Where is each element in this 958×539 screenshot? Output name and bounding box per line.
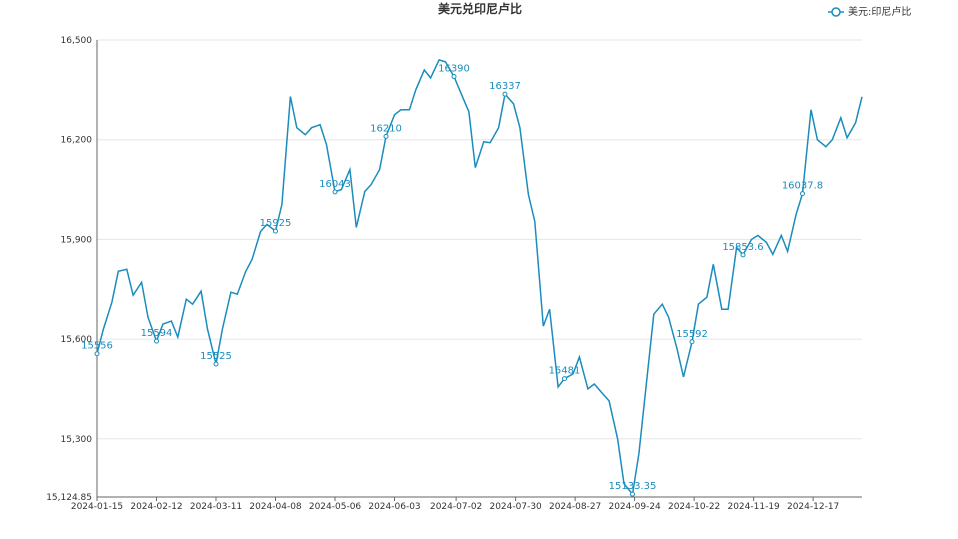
legend-marker (831, 7, 841, 17)
x-tick-label: 2024-09-24 (608, 502, 661, 512)
point-marker (562, 376, 567, 382)
x-tick-label: 2024-03-11 (190, 502, 242, 512)
data-label: 16043 (319, 179, 351, 190)
x-tick-label: 2024-10-22 (668, 502, 720, 512)
series-line (96, 58, 863, 496)
data-label: 15481 (549, 366, 581, 377)
y-tick-label: 15,900 (61, 235, 93, 245)
point-marker (213, 361, 219, 367)
x-tick-label: 2024-01-15 (71, 502, 123, 512)
data-label: 15853.6 (722, 242, 763, 253)
x-tick-label: 2024-11-19 (727, 502, 780, 512)
y-tick-label: 15,124.85 (46, 493, 92, 503)
data-label: 16210 (370, 123, 402, 134)
data-label: 16037.8 (782, 181, 823, 192)
x-tick-label: 2024-04-08 (249, 502, 302, 512)
x-tick-label: 2024-07-30 (489, 502, 542, 512)
y-tick-label: 15,300 (61, 435, 93, 445)
point-marker (383, 133, 389, 139)
y-tick-label: 15,600 (61, 335, 93, 345)
data-label: 15594 (141, 328, 173, 339)
point-marker (502, 91, 508, 97)
data-label: 15592 (676, 329, 708, 340)
x-tick-label: 2024-02-12 (130, 502, 182, 512)
data-label: 16390 (438, 64, 470, 75)
y-tick-label: 16,500 (61, 36, 93, 46)
data-label: 15925 (260, 218, 292, 229)
point-marker (332, 189, 338, 195)
data-label: 15133.35 (609, 481, 657, 492)
x-tick-label: 2024-05-06 (309, 502, 362, 512)
data-label: 15525 (200, 351, 232, 362)
data-label: 16337 (489, 81, 521, 92)
point-marker (740, 252, 746, 258)
point-marker (94, 351, 100, 357)
point-marker (630, 491, 635, 497)
point-marker (689, 339, 695, 345)
point-marker (273, 228, 278, 234)
data-label: 15556 (81, 341, 113, 352)
point-marker (154, 338, 159, 344)
x-tick-label: 2024-06-03 (368, 502, 420, 512)
legend-label: 美元:印尼卢比 (848, 5, 911, 18)
point-marker (451, 74, 457, 80)
x-tick-label: 2024-12-17 (787, 502, 839, 512)
y-tick-label: 16,200 (61, 136, 93, 146)
x-tick-label: 2024-07-02 (430, 502, 482, 512)
point-marker (800, 191, 805, 197)
chart-title: 美元兑印尼卢比 (438, 1, 522, 16)
x-tick-label: 2024-08-27 (549, 502, 601, 512)
